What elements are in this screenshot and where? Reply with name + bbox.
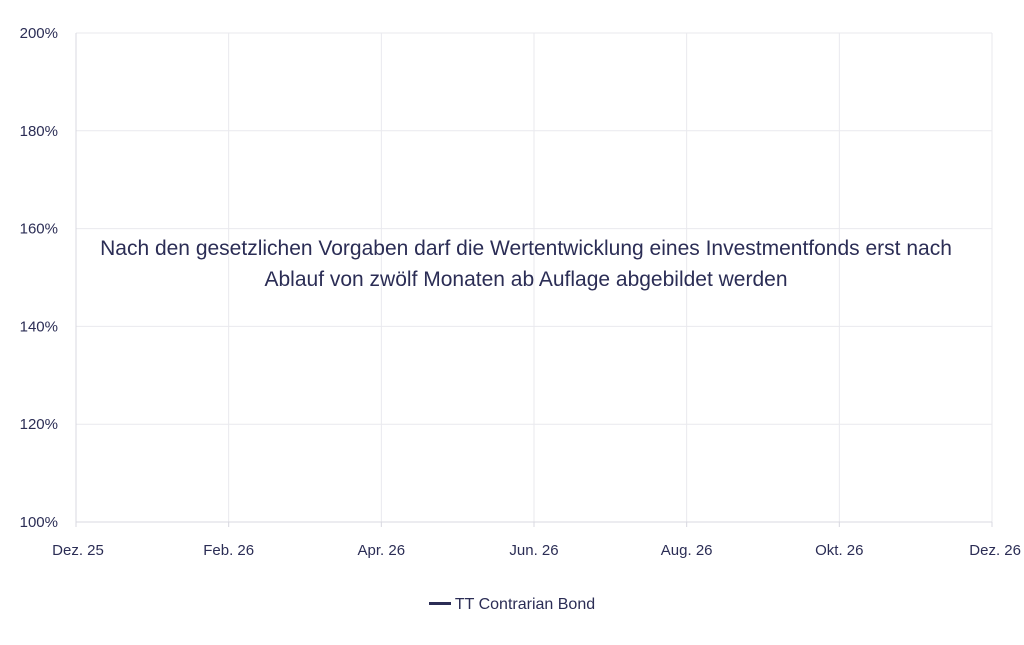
y-axis-ticks: 100% 120% 140% 160% 180% 200% (20, 25, 58, 531)
legend-swatch (428, 602, 451, 606)
x-tick-label: Okt. 26 (815, 542, 863, 559)
x-tick-label: Aug. 26 (661, 542, 713, 559)
no-data-notice: Nach den gesetzlichen Vorgaben darf die … (100, 237, 952, 291)
y-tick-label: 140% (20, 318, 58, 335)
x-tick-label: Feb. 26 (203, 542, 254, 559)
axes (75, 33, 993, 527)
x-tick-label: Apr. 26 (358, 542, 406, 559)
x-axis-ticks: Dez. 25 Feb. 26 Apr. 26 Jun. 26 Aug. 26 Okt. … (52, 542, 1021, 559)
y-tick-label: 120% (20, 416, 58, 433)
x-tick-label: Dez. 25 (52, 542, 104, 559)
legend[interactable]: TT Contrarian Bond (0, 596, 1024, 614)
x-tick-label: Dez. 26 (969, 542, 1021, 559)
y-tick-label: 100% (20, 514, 58, 531)
y-tick-label: 180% (20, 123, 58, 140)
y-tick-label: 200% (20, 25, 58, 42)
legend-label: TT Contrarian Bond (454, 596, 596, 613)
y-tick-label: 160% (20, 221, 58, 238)
grid (76, 32, 993, 522)
x-tick-label: Jun. 26 (509, 542, 558, 559)
